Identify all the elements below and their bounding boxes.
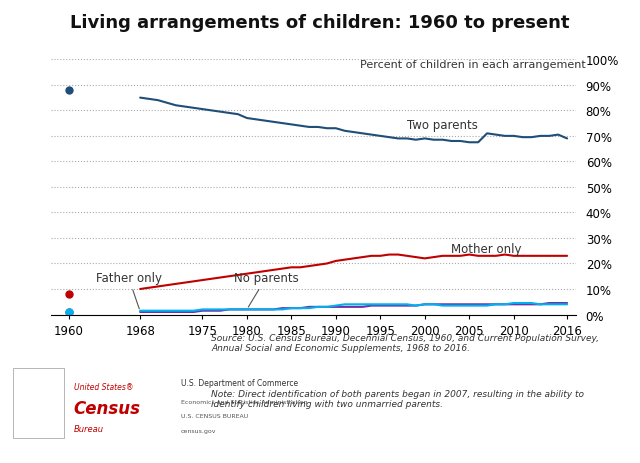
Text: U.S. Department of Commerce: U.S. Department of Commerce	[181, 378, 298, 387]
Text: No parents: No parents	[234, 272, 298, 307]
Text: Source: U.S. Census Bureau, Decennial Census, 1960, and Current Population Surve: Source: U.S. Census Bureau, Decennial Ce…	[211, 333, 599, 353]
Text: Note: Direct identification of both parents began in 2007, resulting in the abil: Note: Direct identification of both pare…	[211, 389, 584, 408]
Text: U.S. CENSUS BUREAU: U.S. CENSUS BUREAU	[181, 413, 248, 418]
Text: Two parents: Two parents	[407, 119, 478, 132]
Text: Father only: Father only	[95, 272, 162, 309]
Text: Mother only: Mother only	[451, 243, 522, 256]
Text: Percent of children in each arrangement: Percent of children in each arrangement	[360, 60, 586, 70]
Text: Census: Census	[74, 399, 141, 417]
FancyBboxPatch shape	[13, 368, 64, 438]
Text: Living arrangements of children: 1960 to present: Living arrangements of children: 1960 to…	[70, 14, 570, 32]
Text: census.gov: census.gov	[181, 428, 216, 433]
Text: United States®: United States®	[74, 382, 133, 391]
Text: Bureau: Bureau	[74, 424, 104, 432]
Text: Economics and Statistics Administration: Economics and Statistics Administration	[181, 399, 307, 404]
